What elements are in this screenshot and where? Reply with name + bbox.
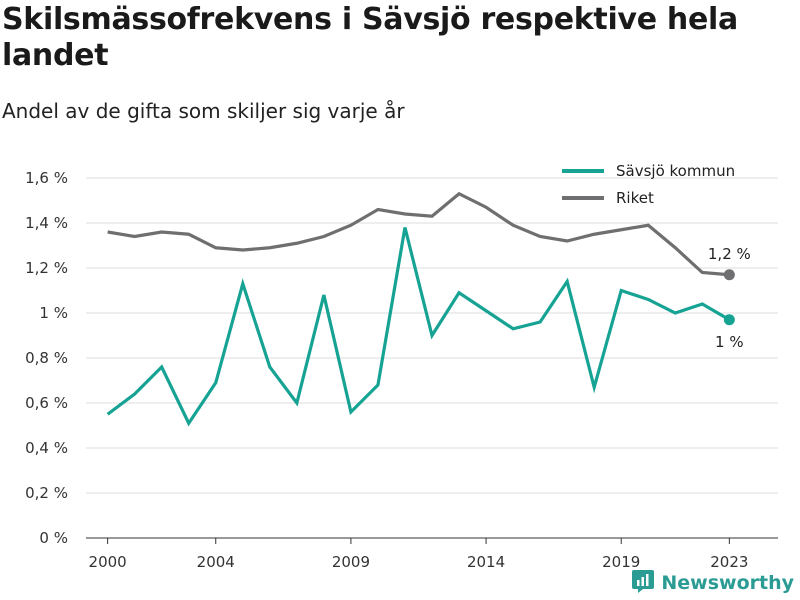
x-tick-label: 2014 bbox=[467, 553, 505, 571]
x-tick-label: 2000 bbox=[89, 553, 127, 571]
end-labels: 1 % 1,2 % bbox=[708, 245, 751, 351]
series-line-savsjo bbox=[106, 227, 731, 427]
legend-label-savsjo: Sävsjö kommun bbox=[616, 162, 735, 180]
end-point-savsjo bbox=[723, 314, 735, 326]
gridlines bbox=[86, 177, 778, 539]
x-tick-label: 2009 bbox=[332, 553, 370, 571]
y-tick-label: 0 % bbox=[39, 529, 68, 547]
y-tick-label: 1,4 % bbox=[25, 214, 68, 232]
y-axis-ticks: 0 % 0,2 % 0,4 % 0,6 % 0,8 % 1 % 1,2 % 1,4 % 1,6 … bbox=[25, 169, 68, 547]
series-lines bbox=[106, 191, 735, 427]
y-tick-label: 0,4 % bbox=[25, 439, 68, 457]
x-axis: 2000 2004 2009 2014 2019 2023 bbox=[89, 538, 748, 571]
legend-label-riket: Riket bbox=[616, 189, 654, 207]
end-point-riket bbox=[723, 269, 735, 281]
series-line-riket bbox=[107, 191, 730, 277]
chart-title: Skilsmässofrekvens i Sävsjö respektive h… bbox=[2, 2, 738, 73]
y-tick-label: 1 % bbox=[39, 304, 68, 322]
end-label-riket: 1,2 % bbox=[708, 245, 751, 263]
x-tick-label: 2023 bbox=[710, 553, 748, 571]
chart-subtitle: Andel av de gifta som skiljer sig varje … bbox=[2, 99, 405, 123]
end-label-savsjo: 1 % bbox=[715, 333, 744, 351]
legend: Sävsjö kommun Riket bbox=[562, 162, 735, 207]
brand-name: Newsworthy bbox=[661, 572, 794, 594]
x-tick-label: 2019 bbox=[602, 553, 640, 571]
y-tick-label: 1,2 % bbox=[25, 259, 68, 277]
newsworthy-logo-icon bbox=[631, 568, 655, 598]
y-tick-label: 0,6 % bbox=[25, 394, 68, 412]
newsworthy-logo: Newsworthy bbox=[631, 569, 794, 597]
y-tick-label: 1,6 % bbox=[25, 169, 68, 187]
x-tick-label: 2004 bbox=[197, 553, 235, 571]
y-tick-label: 0,2 % bbox=[25, 484, 68, 502]
y-tick-label: 0,8 % bbox=[25, 349, 68, 367]
